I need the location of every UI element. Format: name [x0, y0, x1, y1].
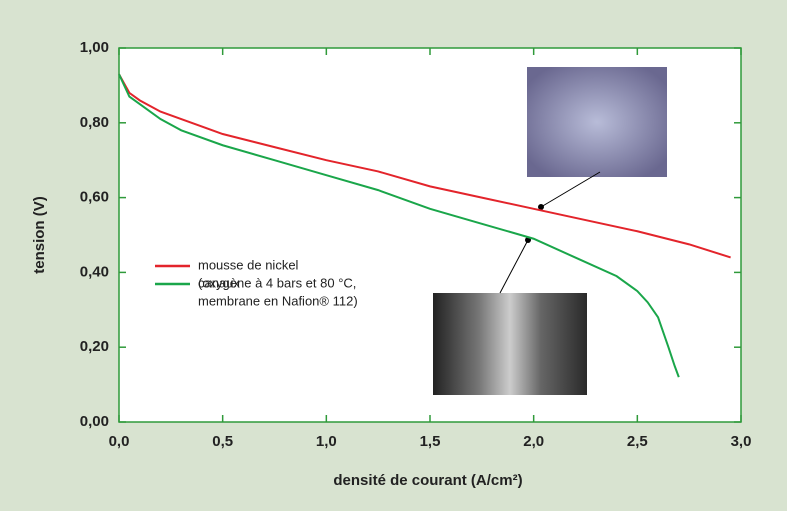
x-tick-label: 2,0 [523, 433, 544, 450]
channel-photo [433, 293, 587, 395]
legend-note: membrane en Nafion® 112) [198, 293, 358, 308]
y-tick-label: 0,00 [80, 413, 109, 430]
x-tick-label: 0,5 [212, 433, 233, 450]
legend-label: canaux [198, 275, 240, 290]
chart: densité de courant (A/cm²) tension (V) (… [0, 0, 787, 511]
x-tick-label: 1,5 [420, 433, 441, 450]
legend-label: mousse de nickel [198, 257, 299, 272]
x-axis-label: densité de courant (A/cm²) [333, 472, 522, 489]
y-tick-label: 0,20 [80, 338, 109, 355]
x-tick-label: 2,5 [627, 433, 648, 450]
y-tick-label: 1,00 [80, 39, 109, 56]
foam-photo [527, 67, 667, 177]
y-tick-label: 0,80 [80, 114, 109, 131]
y-tick-label: 0,60 [80, 189, 109, 206]
y-tick-label: 0,40 [80, 263, 109, 280]
x-tick-label: 1,0 [316, 433, 337, 450]
y-axis-label: tension (V) [31, 196, 48, 274]
x-tick-label: 0,0 [109, 433, 130, 450]
x-tick-label: 3,0 [731, 433, 752, 450]
